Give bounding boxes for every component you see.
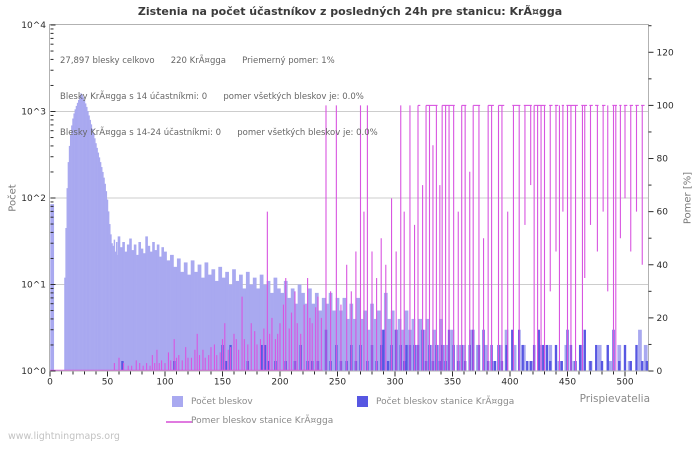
svg-text:10^4: 10^4	[21, 21, 46, 31]
svg-text:80: 80	[657, 155, 669, 165]
svg-text:120: 120	[657, 48, 674, 58]
svg-text:10^3: 10^3	[21, 108, 46, 118]
series-ratio-line	[50, 104, 645, 371]
svg-text:10^1: 10^1	[21, 281, 46, 291]
legend-label-total: Počet bleskov	[191, 397, 253, 407]
svg-text:10^2: 10^2	[21, 194, 46, 204]
x-ticks: 0 50 100 150 200 250 300 350 400 450 500	[47, 371, 637, 388]
watermark: www.lightningmaps.org	[8, 431, 120, 442]
annotation-line-2: Blesky KrÃ¤gga s 14 účastníkmi: 0 pomer …	[60, 92, 364, 102]
svg-text:10^0: 10^0	[21, 367, 46, 377]
legend-label-station: Počet bleskov stanice KrÃ¤gga	[376, 397, 515, 407]
y-left-ticks: 10^0 10^1 10^2 10^3 10^4	[21, 21, 56, 377]
svg-text:50: 50	[102, 378, 114, 388]
x-axis-title: Prispievatelia	[579, 393, 650, 405]
svg-text:0: 0	[657, 367, 663, 377]
svg-text:0: 0	[47, 378, 53, 388]
legend-swatch-station	[357, 396, 368, 407]
svg-text:350: 350	[444, 378, 461, 388]
svg-text:100: 100	[156, 378, 173, 388]
svg-text:20: 20	[657, 314, 669, 324]
plot-border	[49, 24, 649, 372]
page-title: Zistenia na počet účastníkov z poslednýc…	[137, 5, 563, 18]
svg-text:100: 100	[657, 101, 674, 111]
legend-label-ratio: Pomer bleskov stanice KrÃ¤gga	[191, 416, 334, 426]
svg-text:300: 300	[386, 378, 403, 388]
legend-line-ratio	[166, 421, 192, 423]
svg-text:500: 500	[616, 378, 633, 388]
svg-text:40: 40	[657, 261, 669, 271]
y-axis-left-title: Počet	[7, 184, 19, 212]
annotation-line-3: Blesky KrÃ¤gga s 14-24 účastníkmi: 0 pom…	[60, 128, 378, 138]
svg-text:200: 200	[271, 378, 288, 388]
svg-text:400: 400	[501, 378, 518, 388]
annotation-line-1: 27,897 blesky celkovo 220 KrÃ¤gga Prieme…	[60, 56, 335, 66]
y-axis-right-title: Pomer [%]	[682, 171, 694, 225]
legend-swatch-total	[172, 396, 183, 407]
svg-text:150: 150	[214, 378, 231, 388]
svg-text:450: 450	[559, 378, 576, 388]
annotation-block: 27,897 blesky celkovo 220 KrÃ¤gga Prieme…	[60, 31, 378, 163]
y-right-ticks: 0 20 40 60 80 100 120	[648, 25, 674, 377]
svg-text:250: 250	[329, 378, 346, 388]
svg-text:60: 60	[657, 208, 669, 218]
